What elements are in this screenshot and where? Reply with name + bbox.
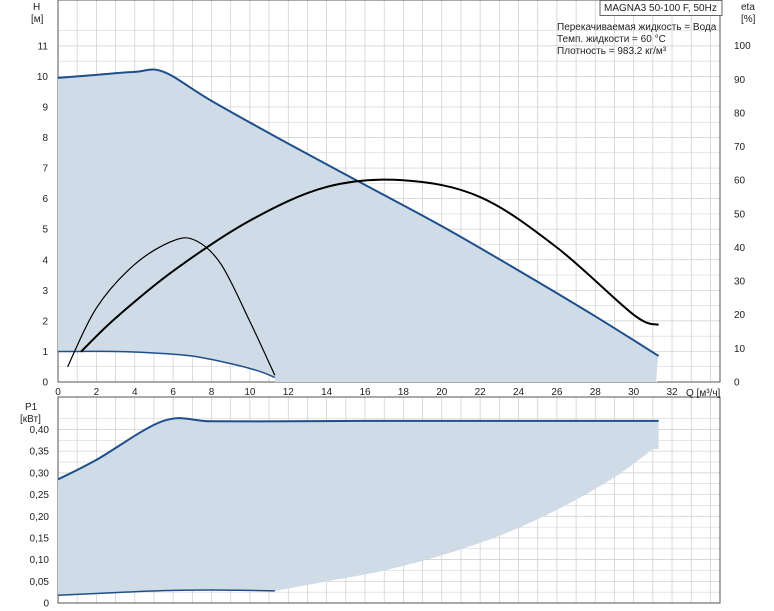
x-tick-label: 8 — [209, 387, 215, 398]
y-tick-label-head: 1 — [42, 347, 48, 358]
y2-axis-unit-eta: [%] — [741, 14, 756, 25]
y2-tick-label-eta: 90 — [734, 75, 746, 86]
operating-area-fill — [58, 69, 659, 383]
y2-tick-label-eta: 30 — [734, 277, 746, 288]
y-tick-label-head: 4 — [42, 255, 48, 266]
y2-tick-label-eta: 100 — [734, 41, 751, 52]
y2-tick-label-eta: 70 — [734, 142, 746, 153]
y-tick-label-head: 8 — [42, 133, 48, 144]
power-tick-labels: 0 0,05 0,10 0,15 0,20 0,25 0,30 0,35 0,40 — [30, 425, 50, 609]
efficiency-max-curve — [80, 178, 659, 353]
x-tick-label: 18 — [398, 387, 410, 398]
y2-tick-label-eta: 20 — [734, 310, 746, 321]
x-tick-label: 26 — [551, 387, 563, 398]
x-tick-label: 2 — [94, 387, 100, 398]
y2-tick-label-eta: 60 — [734, 176, 746, 187]
y-tick-label-power: 0,30 — [30, 468, 50, 479]
power-curves — [57, 417, 659, 596]
operating-area — [58, 69, 659, 383]
info-density: Плотность = 983.2 кг/м³ — [557, 46, 667, 57]
x-tick-label: 6 — [170, 387, 176, 398]
y-tick-label-power: 0,25 — [30, 490, 50, 501]
power-panel: 0 0,05 0,10 0,15 0,20 0,25 0,30 0,35 0,40 — [30, 396, 721, 610]
x-tick-label: 20 — [436, 387, 448, 398]
y2-tick-label-eta: 0 — [734, 378, 740, 389]
info-fluid: Перекачиваемая жидкость = Вода — [557, 22, 717, 33]
y2-axis-label-eta: eta — [741, 2, 755, 13]
y2-tick-label-eta: 50 — [734, 209, 746, 220]
chart-title: MAGNA3 50-100 F, 50Hz — [604, 3, 717, 14]
x-tick-label: 24 — [513, 387, 525, 398]
efficiency-min-curve — [67, 237, 276, 376]
area-edge — [656, 355, 660, 383]
power-area — [58, 418, 659, 596]
min-power-curve — [57, 589, 275, 596]
y-tick-label-head: 0 — [42, 378, 48, 389]
y-tick-label-head: 5 — [42, 225, 48, 236]
x-tick-label: 32 — [666, 387, 678, 398]
y-tick-label-head: 2 — [42, 316, 48, 327]
y-tick-label-power: 0,10 — [30, 555, 50, 566]
y2-tick-label-eta: 10 — [734, 344, 746, 355]
y-tick-label-power: 0,15 — [30, 533, 50, 544]
x-tick-label: 14 — [321, 387, 333, 398]
y-tick-label-head: 9 — [42, 102, 48, 113]
head-tick-labels: 0 2 4 6 8 10 12 14 16 18 20 22 24 26 28 30 3201234567891… — [37, 41, 751, 398]
y-axis-unit-power: [кВт] — [20, 414, 41, 425]
x-tick-label: 12 — [283, 387, 295, 398]
y-tick-label-power: 0,40 — [30, 425, 50, 436]
info-temperature: Темп. жидкости = 60 °C — [557, 34, 666, 45]
min-head-curve — [57, 350, 276, 379]
y-tick-label-power: 0 — [43, 599, 49, 610]
x-tick-label: 10 — [244, 387, 256, 398]
y-tick-label-head: 7 — [42, 164, 48, 175]
power-area-fill — [58, 418, 659, 596]
max-power-curve — [57, 417, 659, 481]
head-efficiency-panel: 0 2 4 6 8 10 12 14 16 18 20 22 24 26 28 30 3201234567891… — [37, 0, 751, 398]
y-tick-label-power: 0,05 — [30, 577, 50, 588]
y2-tick-label-eta: 80 — [734, 108, 746, 119]
y-tick-label-power: 0,35 — [30, 447, 50, 458]
head-curves — [57, 68, 660, 383]
max-head-curve — [57, 68, 660, 357]
y-axis-label-head: H — [33, 2, 40, 13]
y2-tick-label-eta: 40 — [734, 243, 746, 254]
x-axis-label: Q [м³/ч] — [686, 388, 721, 399]
x-tick-label: 16 — [359, 387, 371, 398]
y-axis-label-power: P1 — [25, 402, 38, 413]
title-box — [599, 0, 723, 16]
x-tick-label: 0 — [55, 387, 61, 398]
x-tick-label: 28 — [590, 387, 602, 398]
x-tick-label: 22 — [475, 387, 487, 398]
y-tick-label-head: 6 — [42, 194, 48, 205]
y-tick-label-head: 11 — [38, 41, 49, 52]
x-tick-label: 30 — [628, 387, 640, 398]
y-tick-label-head: 10 — [37, 72, 49, 83]
y-tick-label-head: 3 — [42, 286, 48, 297]
y-tick-label-power: 0,20 — [30, 512, 50, 523]
y-axis-unit-head: [м] — [31, 14, 44, 25]
x-tick-label: 4 — [132, 387, 138, 398]
